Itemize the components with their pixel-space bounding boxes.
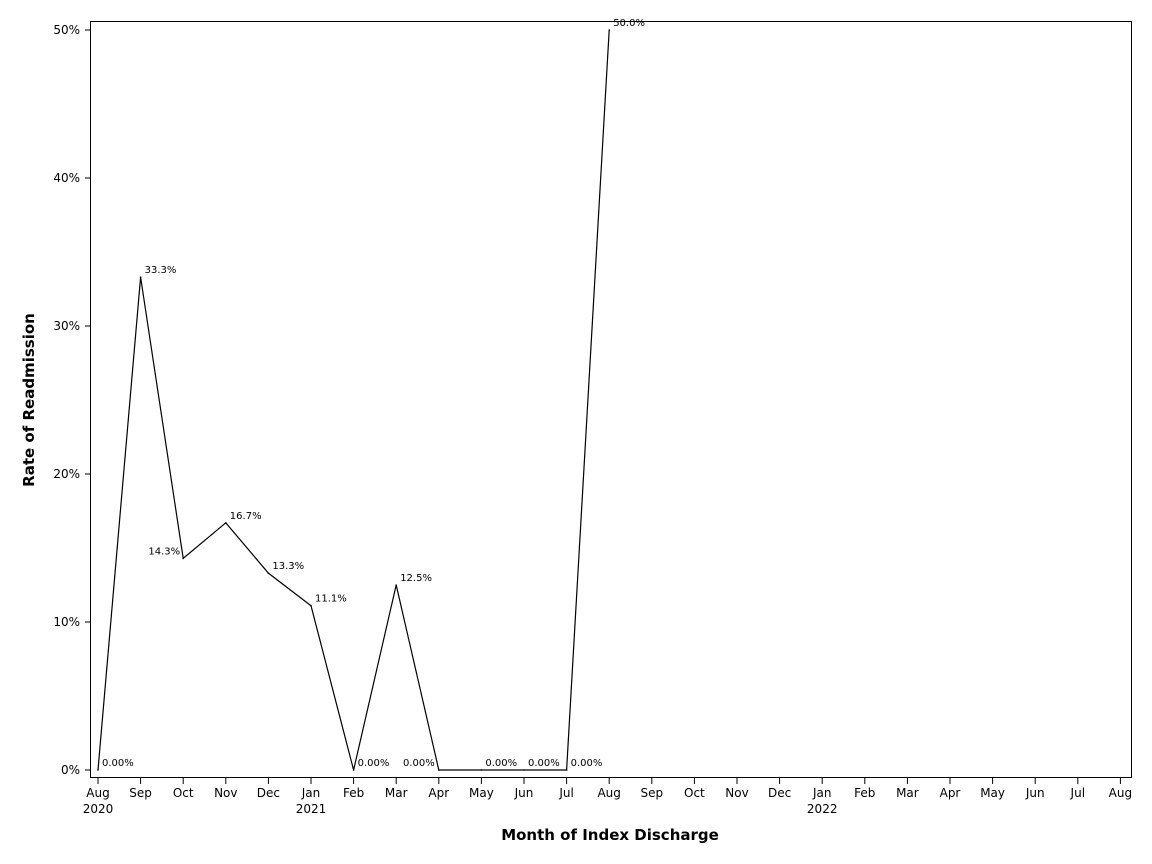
data-point — [523, 769, 525, 771]
data-label: 16.7% — [230, 511, 262, 522]
series-line — [97, 29, 610, 771]
data-label: 12.5% — [400, 573, 432, 584]
y-axis: 0% 10% 20% 30% 40% 50% — [53, 23, 91, 777]
x-tick-label: Jun — [1025, 786, 1045, 800]
y-axis-title: Rate of Readmission — [20, 313, 38, 487]
x-tick-label: Jan — [301, 786, 321, 800]
y-tick-label: 20% — [53, 467, 80, 481]
data-point — [480, 769, 483, 771]
data-label: 33.3% — [145, 265, 177, 276]
data-labels: 0.00% 33.3% 14.3% 16.7% 13.3% 11.1% 0.00% 12.5%… — [102, 18, 645, 769]
data-label: 0.00% — [485, 758, 517, 769]
data-label: 0.00% — [358, 758, 390, 769]
data-label: 50.0% — [613, 18, 645, 29]
data-point — [225, 522, 227, 524]
x-tick-label: Oct — [173, 786, 194, 800]
data-label: 13.3% — [272, 561, 304, 572]
data-label: 0.00% — [571, 758, 603, 769]
data-point — [97, 769, 99, 771]
data-point — [565, 769, 568, 771]
x-tick-label: Sep — [129, 786, 152, 800]
x-tick-label: Apr — [940, 786, 961, 800]
data-point — [608, 29, 610, 31]
y-tick-label: 0% — [61, 763, 80, 777]
x-tick-label: May — [980, 786, 1005, 800]
y-tick-label: 10% — [53, 615, 80, 629]
x-axis: Aug 2020 Sep Oct Nov Dec Jan 2021 Feb Mar Apr May Ju… — [83, 778, 1132, 816]
x-tick-year-label: 2022 — [807, 802, 838, 816]
data-point — [267, 572, 270, 574]
data-point — [352, 769, 355, 771]
x-tick-label: Aug — [1109, 786, 1132, 800]
x-tick-label: Dec — [257, 786, 280, 800]
data-label: 14.3% — [148, 546, 180, 557]
x-tick-label: Sep — [640, 786, 663, 800]
data-point — [310, 604, 312, 607]
x-tick-label: Jun — [514, 786, 534, 800]
data-label: 0.00% — [403, 758, 435, 769]
x-tick-label: Dec — [768, 786, 791, 800]
data-point — [182, 557, 184, 560]
x-axis-title: Month of Index Discharge — [501, 826, 719, 844]
x-tick-label: May — [469, 786, 494, 800]
data-point — [139, 276, 142, 278]
plot-frame — [90, 21, 1132, 778]
x-tick-year-label: 2020 — [83, 802, 114, 816]
data-label: 11.1% — [315, 594, 347, 605]
y-tick-label: 30% — [53, 319, 80, 333]
x-tick-label: Aug — [597, 786, 620, 800]
x-tick-label: Feb — [854, 786, 875, 800]
x-tick-label: Apr — [428, 786, 449, 800]
data-point — [438, 769, 440, 771]
y-tick-label: 50% — [53, 23, 80, 37]
x-tick-label: Jul — [1070, 786, 1085, 800]
x-tick-label: Oct — [684, 786, 705, 800]
series-layer — [97, 29, 610, 771]
x-tick-year-label: 2021 — [296, 802, 327, 816]
data-label: 0.00% — [528, 758, 560, 769]
y-tick-label: 40% — [53, 171, 80, 185]
x-tick-label: Jul — [558, 786, 573, 800]
x-tick-label: Nov — [725, 786, 748, 800]
data-label: 0.00% — [102, 758, 134, 769]
data-point — [395, 584, 398, 586]
x-tick-label: Mar — [896, 786, 919, 800]
x-tick-label: Nov — [214, 786, 237, 800]
x-tick-label: Feb — [343, 786, 364, 800]
x-tick-label: Aug — [86, 786, 109, 800]
x-tick-label: Jan — [812, 786, 832, 800]
x-tick-label: Mar — [385, 786, 408, 800]
